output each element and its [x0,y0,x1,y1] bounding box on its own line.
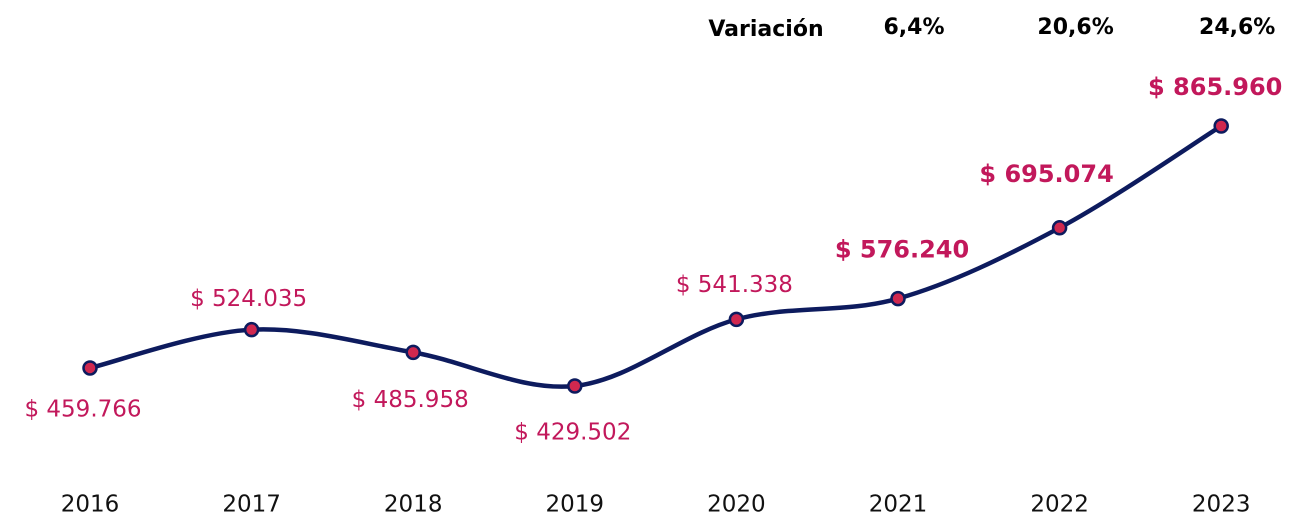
value-label: $ 524.035 [190,286,307,312]
x-tick-label: 2022 [1030,492,1089,518]
x-tick-label: 2020 [707,492,766,518]
variation-value: 24,6% [1199,15,1275,40]
marker [1213,118,1229,134]
marker [82,360,98,376]
x-tick-label: 2016 [61,492,120,518]
x-tick-label: 2021 [869,492,928,518]
variation-value: 20,6% [1037,15,1113,40]
variation-title: Variación [708,17,823,42]
x-tick-label: 2019 [546,492,605,518]
marker [1051,220,1068,236]
marker [405,344,421,361]
marker [567,378,583,394]
variation-value: 6,4% [883,15,944,40]
value-label: $ 576.240 [835,236,969,264]
value-label: $ 429.502 [514,420,631,446]
value-label: $ 695.074 [979,160,1113,188]
value-label: $ 459.766 [24,396,141,422]
marker [728,311,745,328]
x-tick-label: 2023 [1192,492,1251,518]
x-tick-label: 2017 [222,492,281,518]
x-tick-label: 2018 [384,492,443,518]
marker [890,290,906,307]
line [87,123,1224,389]
value-label: $ 541.338 [676,272,793,298]
value-label: $ 865.960 [1148,73,1282,101]
value-label: $ 485.958 [352,387,469,413]
marker [243,321,260,338]
